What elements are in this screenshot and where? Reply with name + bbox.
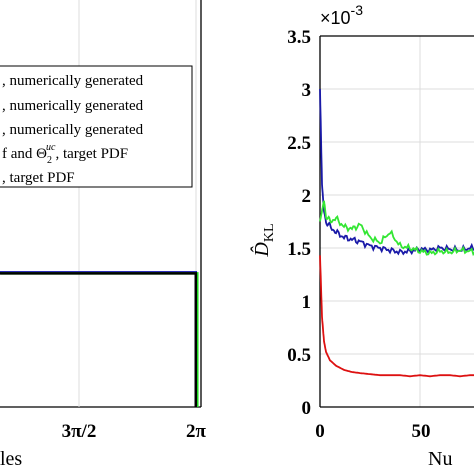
right-y-tick-1.5: 1.5 [287, 239, 311, 260]
right-y-tick-3: 3 [302, 80, 312, 101]
left-x-tick-3pi2: 3π/2 [62, 421, 97, 442]
legend-entry-4-sup: uc [46, 142, 56, 153]
legend-entry-4-suffix: , target PDF [55, 146, 128, 162]
right-series-line-3 [319, 255, 474, 378]
left-panel: , numerically generated , numerically ge… [0, 0, 207, 470]
right-series-line-2 [319, 200, 474, 257]
right-x-tick-0: 0 [315, 421, 325, 442]
right-y-axis-label: D̂KL [250, 223, 277, 257]
legend-frame [0, 65, 193, 188]
right-y-axis-label-sub: KL [262, 223, 277, 242]
right-x-tick-50: 50 [412, 421, 431, 442]
right-y-axis-label-main: D̂ [250, 242, 273, 258]
legend-entry-4-sub: 2 [47, 155, 52, 166]
right-x-axis-label: Nu [428, 448, 452, 470]
right-multiplier-exp: -3 [351, 2, 364, 18]
legend-entry-1: , numerically generated [2, 73, 144, 89]
left-series-line-1 [0, 271, 198, 406]
right-panel: 0 0.5 1 1.5 2 2.5 3 3.5 0 50 Nu ×10-3 D̂KL [250, 2, 474, 470]
legend-entry-5: , target PDF [2, 170, 75, 186]
right-y-tick-2: 2 [302, 186, 312, 207]
right-multiplier-base: ×10 [320, 8, 351, 28]
legend-entry-3: , numerically generated [2, 122, 144, 138]
right-y-tick-3.5: 3.5 [287, 27, 311, 48]
right-y-tick-2.5: 2.5 [287, 133, 311, 154]
legend-entry-4: f and Θ2 uc, target PDF [2, 142, 128, 166]
right-grid [319, 36, 474, 407]
right-y-tick-0.5: 0.5 [287, 345, 311, 366]
right-y-tick-1: 1 [302, 292, 312, 313]
legend-entry-4-main: f and Θ [2, 146, 47, 162]
right-multiplier: ×10-3 [320, 2, 363, 28]
right-series-line-1 [319, 88, 474, 256]
left-series-group [0, 271, 199, 407]
right-series-group [319, 88, 474, 378]
legend-box: , numerically generated , numerically ge… [0, 65, 193, 188]
left-x-axis-label: les [0, 448, 22, 470]
right-y-tick-0: 0 [302, 398, 312, 419]
right-y-ticks: 0 0.5 1 1.5 2 2.5 3 3.5 [287, 27, 311, 419]
legend-entry-2: , numerically generated [2, 98, 144, 114]
left-x-tick-2pi: 2π [186, 421, 207, 442]
left-series-line-3 [0, 272, 198, 407]
left-series-line-2 [0, 272, 199, 407]
